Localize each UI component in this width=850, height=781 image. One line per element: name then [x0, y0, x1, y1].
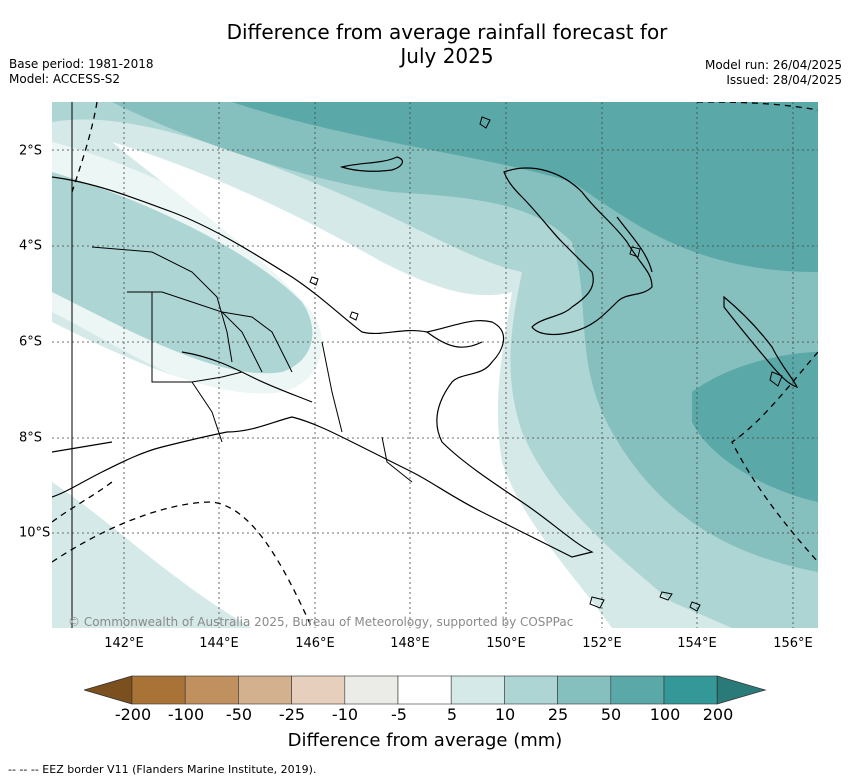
colorbar-segment-5 [344, 675, 399, 705]
lon-label-150: 150°E [486, 636, 526, 651]
cb-tick-11: 200 [702, 705, 734, 724]
province-border-5 [221, 311, 293, 373]
lat-label-6s: 6°S [19, 334, 43, 350]
bougainville-gap [616, 216, 653, 273]
gulf-coast [181, 351, 313, 403]
colorbar-segment-4 [291, 675, 346, 705]
huon-coast [426, 331, 483, 348]
cb-tick-4: -10 [331, 705, 359, 724]
copyright-notice: © Commonwealth of Australia 2025, Bureau… [68, 615, 574, 629]
eez-border-e [731, 351, 818, 563]
band-50-100 [232, 102, 818, 502]
colorbar-segment-2 [184, 675, 239, 705]
coastlines [52, 156, 799, 558]
eez-borders [52, 102, 818, 628]
province-border-1 [91, 246, 233, 363]
cb-tick-5: -5 [391, 705, 407, 724]
colorbar-segment-9 [557, 675, 612, 705]
band-west [52, 172, 313, 374]
cb-tick-2: -50 [225, 705, 253, 724]
island-2 [629, 246, 641, 258]
issued-date: Issued: 28/04/2025 [726, 73, 842, 87]
island-6 [689, 601, 701, 612]
lon-label-148: 148°E [390, 636, 430, 651]
lon-label-156: 156°E [773, 636, 813, 651]
meta-right: Model run: 26/04/2025 Issued: 28/04/2025 [705, 58, 842, 88]
colorbar-label: Difference from average (mm) [287, 730, 563, 751]
model-run: Model run: 26/04/2025 [704, 58, 842, 72]
eez-border-s [52, 501, 313, 628]
province-border-7 [381, 436, 413, 483]
base-period: Base period: 1981-2018 [9, 57, 154, 71]
cb-tick-7: 10 [494, 705, 516, 724]
eez-border-nw [71, 102, 98, 193]
torres-coast [52, 441, 113, 453]
province-border-4 [191, 381, 223, 443]
eez-footnote: -- -- -- EEZ border V11 (Flanders Marine… [8, 763, 317, 776]
lon-label-152: 152°E [582, 636, 622, 651]
cb-tick-10: 100 [649, 705, 681, 724]
manus-island [339, 156, 404, 172]
lat-label-2s: 2°S [19, 143, 43, 159]
island-3 [769, 371, 783, 387]
colorbar-segment-11 [663, 675, 718, 705]
title-line-1: Difference from average rainfall forecas… [226, 20, 668, 44]
cb-tick-9: 50 [600, 705, 622, 724]
colorbar-segment-6 [397, 675, 452, 705]
title-line-2: July 2025 [400, 44, 494, 68]
islands [309, 116, 783, 612]
province-border-6 [321, 341, 343, 433]
colorbar-extend-low [82, 675, 133, 705]
province-borders [71, 102, 413, 628]
lat-label-8s: 8°S [19, 430, 43, 446]
cb-tick-0: -200 [114, 705, 152, 724]
bougainville-island [723, 295, 799, 388]
model-name: Model: ACCESS-S2 [9, 72, 121, 86]
lat-label-4s: 4°S [19, 238, 43, 254]
lon-label-144: 144°E [199, 636, 239, 651]
map-canvas [52, 102, 818, 628]
map-title: Difference from average rainfall forecas… [200, 20, 694, 68]
colorbar-segment-3 [238, 675, 292, 705]
lat-label-10s: 10°S [19, 525, 51, 541]
colorbar-segment-7 [450, 675, 505, 705]
island-4 [589, 596, 605, 609]
lon-label-154: 154°E [677, 636, 717, 651]
lon-label-142: 142°E [104, 636, 144, 651]
colorbar-segment-1 [131, 675, 186, 705]
colorbar-segment-10 [610, 675, 665, 705]
colorbar-canvas [82, 675, 767, 705]
png-mainland-coast [52, 176, 594, 558]
lon-label-146: 146°E [295, 636, 335, 651]
eez-border-sw [52, 481, 113, 523]
rainfall-map [52, 102, 818, 628]
island-5 [659, 591, 673, 601]
cb-tick-8: 25 [547, 705, 569, 724]
cb-tick-3: -25 [278, 705, 306, 724]
cb-tick-6: 5 [446, 705, 458, 724]
cb-tick-1: -100 [167, 705, 205, 724]
colorbar [82, 674, 768, 706]
band-25-50 [52, 102, 818, 572]
island-7 [349, 311, 359, 321]
colorbar-segment-8 [504, 675, 558, 705]
colorbar-extend-high [716, 675, 767, 705]
meta-left: Base period: 1981-2018 Model: ACCESS-S2 [9, 57, 154, 87]
island-8 [309, 276, 319, 286]
new-britain [503, 167, 653, 336]
island-1 [479, 116, 491, 129]
eez-border-ne [696, 102, 818, 111]
